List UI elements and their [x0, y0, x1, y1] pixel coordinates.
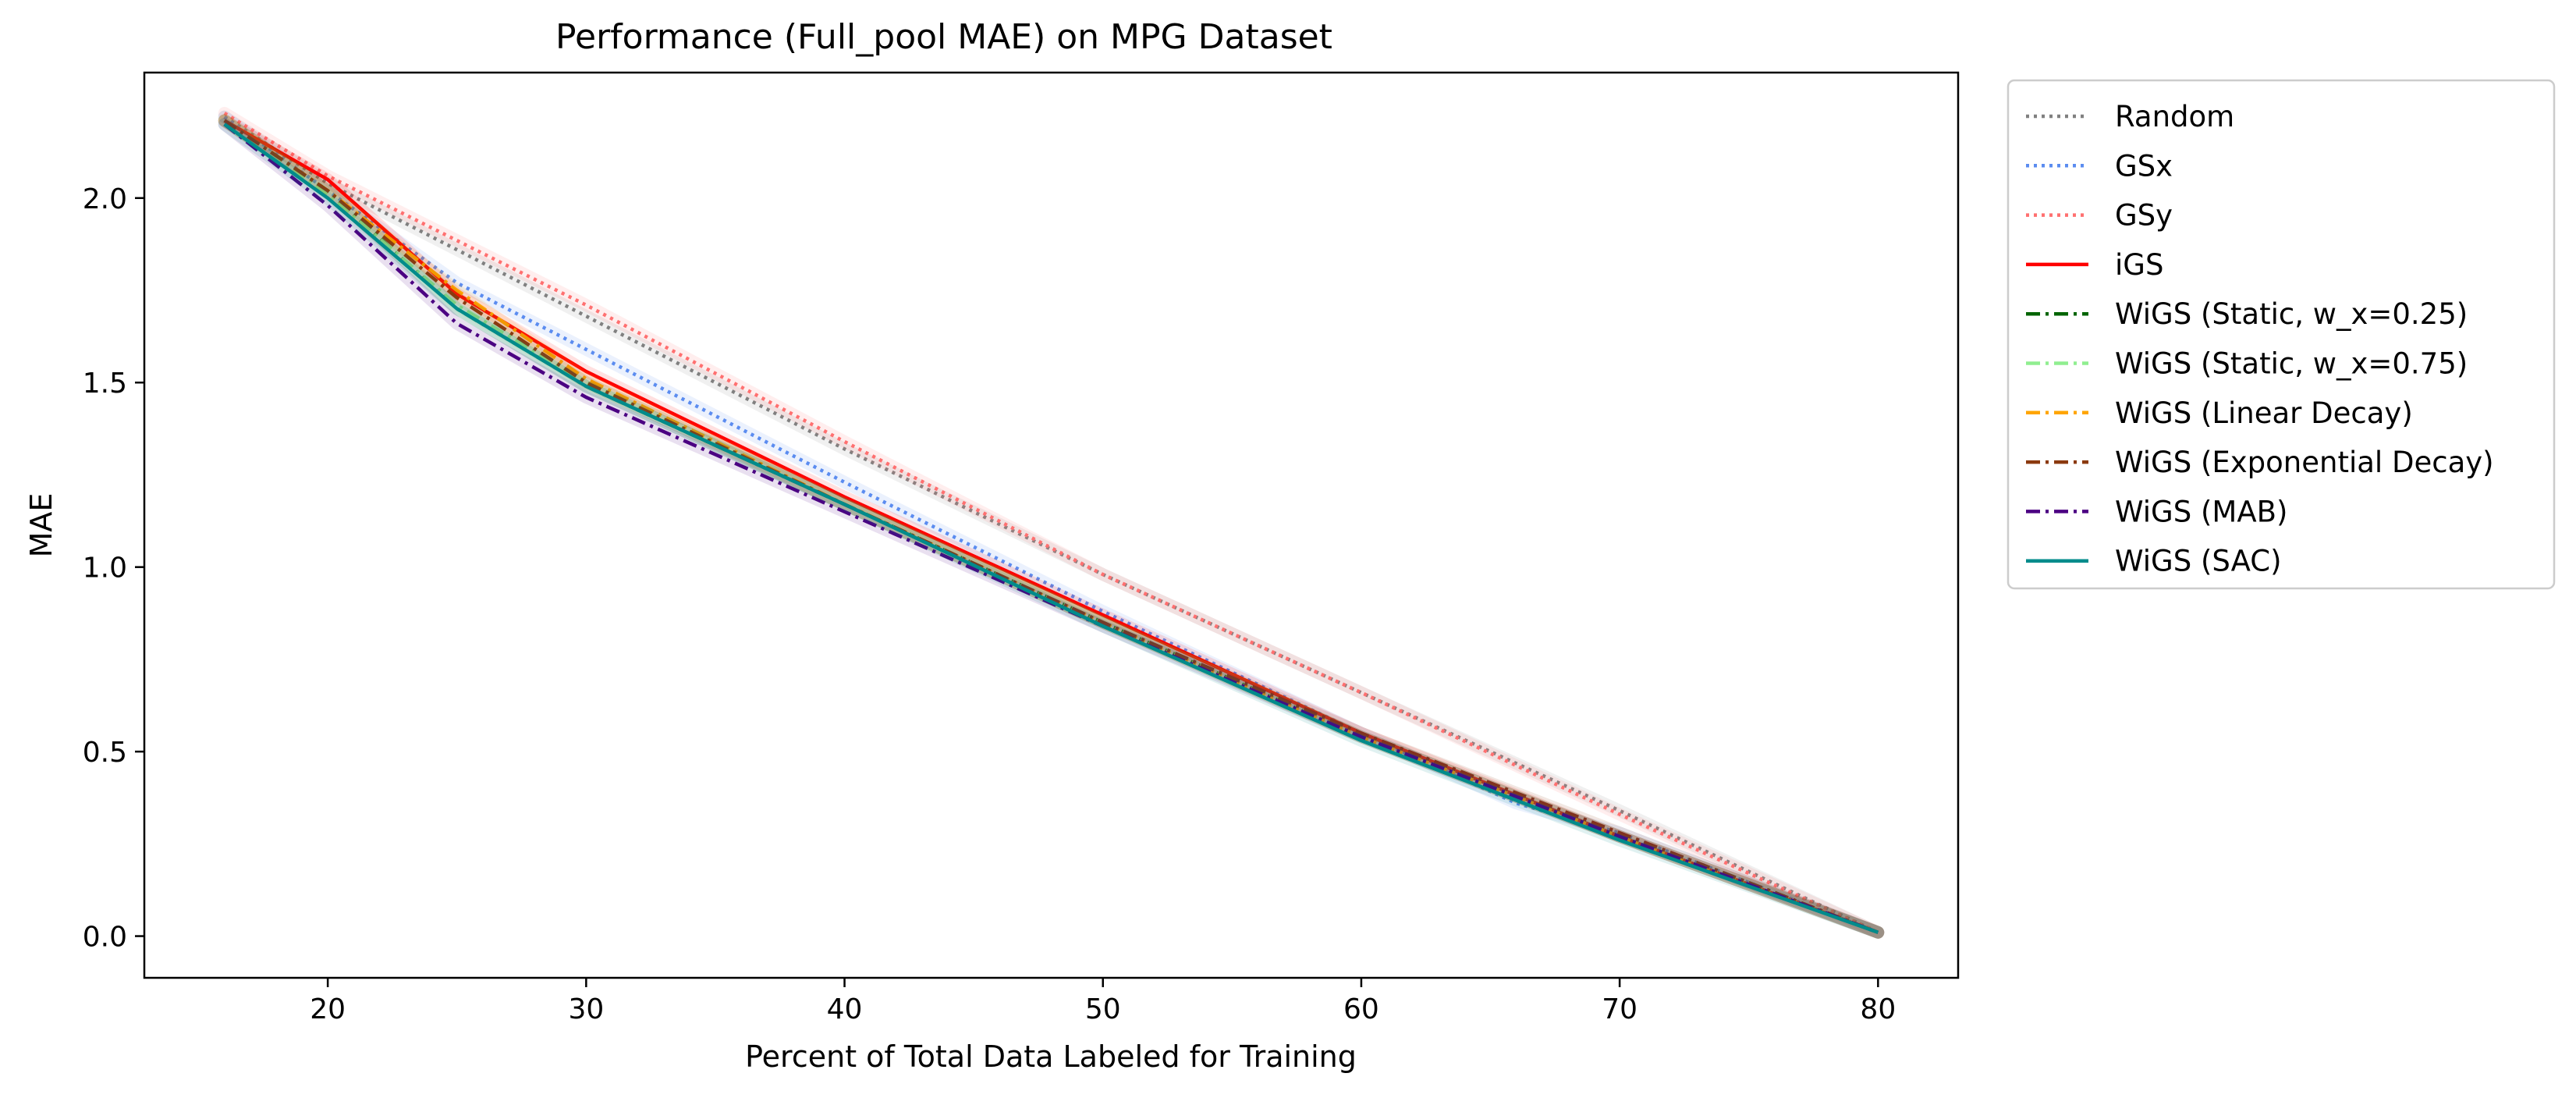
x-tick-label: 20 — [310, 993, 346, 1025]
legend-label: GSy — [2115, 199, 2173, 233]
series-line-wigs-mab — [223, 123, 1879, 934]
x-tick-label: 60 — [1343, 993, 1379, 1025]
legend: Random GSx GSy iGS WiGS (Static, w_x=0.25) Wi… — [2007, 79, 2556, 590]
y-tick-label: 0.5 — [83, 737, 127, 769]
x-axis: 20 30 40 50 60 70 80 — [310, 978, 1896, 1025]
y-tick-label: 2.0 — [83, 183, 127, 215]
legend-label: GSx — [2115, 149, 2173, 183]
plot-frame — [143, 71, 1960, 979]
y-axis-label: MAE — [24, 493, 59, 558]
x-tick-label: 70 — [1602, 993, 1637, 1025]
y-tick-label: 1.5 — [83, 368, 127, 400]
legend-label: iGS — [2115, 248, 2163, 282]
x-axis-label: Percent of Total Data Labeled for Traini… — [745, 1039, 1357, 1074]
y-tick-label: 1.0 — [83, 553, 127, 585]
y-tick-label: 0.0 — [83, 922, 127, 954]
legend-label: WiGS (MAB) — [2115, 495, 2287, 528]
chart-title: Performance (Full_pool MAE) on MPG Datas… — [555, 17, 1332, 57]
x-tick-label: 30 — [568, 993, 604, 1025]
plot-area — [143, 71, 1960, 979]
series-line-wigs-sac — [223, 123, 1879, 934]
x-tick-label: 40 — [827, 993, 863, 1025]
legend-label: WiGS (Exponential Decay) — [2115, 446, 2494, 479]
legend-label: WiGS (Static, w_x=0.75) — [2115, 347, 2468, 381]
y-axis: 0.0 0.5 1.0 1.5 2.0 — [83, 183, 144, 954]
series-line-gsy — [223, 112, 1879, 934]
legend-label: Random — [2115, 100, 2234, 133]
series-band-random — [218, 110, 1885, 939]
legend-label: WiGS (Linear Decay) — [2115, 396, 2413, 430]
series-layer — [218, 107, 1885, 939]
legend-label: WiGS (SAC) — [2115, 545, 2282, 578]
x-tick-label: 80 — [1860, 993, 1896, 1025]
legend-frame — [2007, 79, 2556, 590]
x-tick-label: 50 — [1085, 993, 1121, 1025]
legend-label: WiGS (Static, w_x=0.25) — [2115, 297, 2468, 331]
